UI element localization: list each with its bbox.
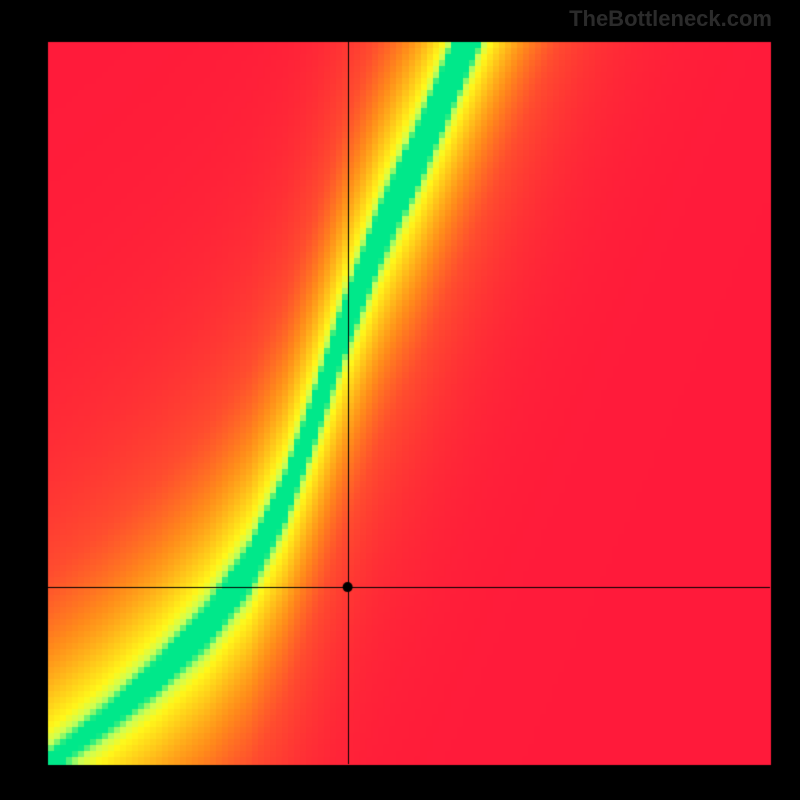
chart-container: TheBottleneck.com (0, 0, 800, 800)
bottleneck-heatmap (0, 0, 800, 800)
watermark-label: TheBottleneck.com (569, 6, 772, 32)
